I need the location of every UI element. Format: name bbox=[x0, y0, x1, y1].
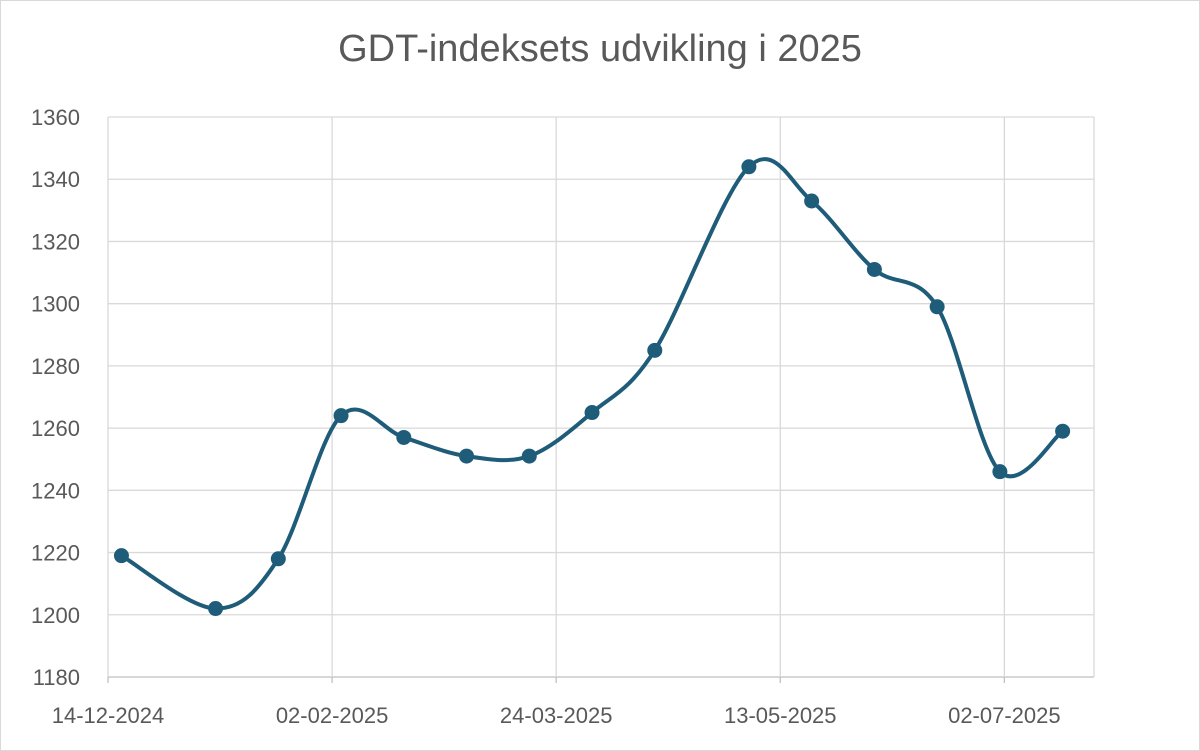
y-tick-label: 1180 bbox=[33, 665, 80, 690]
x-tick-label: 02-02-2025 bbox=[276, 703, 389, 728]
data-point bbox=[113, 548, 129, 564]
x-tick-label: 13-05-2025 bbox=[724, 703, 837, 728]
data-point bbox=[1055, 423, 1071, 439]
data-point bbox=[584, 405, 600, 421]
y-tick-label: 1260 bbox=[31, 416, 80, 441]
data-point bbox=[647, 342, 663, 358]
series-line bbox=[119, 157, 1065, 611]
data-point bbox=[459, 448, 475, 464]
data-point bbox=[521, 448, 537, 464]
y-tick-label: 1280 bbox=[31, 354, 80, 379]
y-tick-label: 1300 bbox=[31, 292, 80, 317]
y-tick-label: 1320 bbox=[31, 229, 80, 254]
data-point bbox=[270, 551, 286, 567]
y-axis-tick-labels: 1180 1200 1220 1240 1260 1280 1300 1320 1340 1360 bbox=[31, 105, 80, 690]
data-point bbox=[992, 464, 1008, 480]
data-point bbox=[396, 429, 412, 445]
series-layer bbox=[113, 157, 1071, 617]
x-tick-label: 24-03-2025 bbox=[500, 703, 613, 728]
data-point bbox=[208, 601, 224, 617]
y-tick-label: 1360 bbox=[31, 105, 80, 130]
data-point bbox=[866, 261, 882, 277]
y-tick-label: 1340 bbox=[31, 167, 80, 192]
x-tick-label: 14-12-2024 bbox=[52, 703, 165, 728]
data-point bbox=[333, 408, 349, 424]
data-point bbox=[741, 159, 757, 175]
gridlines bbox=[107, 116, 1095, 683]
x-axis-tick-labels: 14-12-2024 02-02-2025 24-03-2025 13-05-2025… bbox=[52, 703, 1061, 728]
data-point bbox=[929, 299, 945, 315]
data-point bbox=[804, 193, 820, 209]
y-tick-label: 1220 bbox=[31, 541, 80, 566]
y-tick-label: 1240 bbox=[31, 478, 80, 503]
y-tick-label: 1200 bbox=[31, 603, 80, 628]
chart-title: GDT-indeksets udvikling i 2025 bbox=[338, 28, 862, 70]
x-tick-label: 02-07-2025 bbox=[948, 703, 1061, 728]
